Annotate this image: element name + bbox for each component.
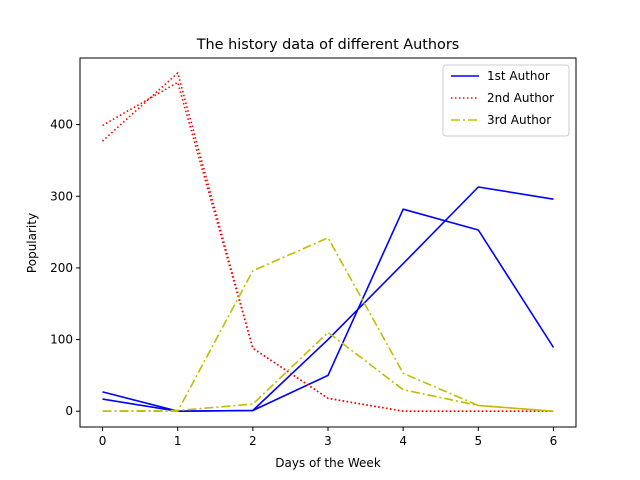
y-axis-label: Popularity bbox=[25, 213, 39, 273]
series-line bbox=[102, 331, 554, 412]
y-tick-label: 0 bbox=[65, 404, 73, 418]
y-axis-ticks: 0 100 200 300 400 bbox=[50, 118, 80, 418]
x-tick-label: 5 bbox=[474, 434, 482, 448]
plot-lines bbox=[101, 72, 555, 413]
plot-frame bbox=[79, 57, 577, 428]
x-axis-label: Days of the Week bbox=[275, 456, 381, 470]
chart-title: The history data of different Authors bbox=[196, 37, 459, 53]
y-tick-label: 100 bbox=[50, 333, 73, 347]
x-axis-ticks: 0 1 2 3 4 5 6 bbox=[99, 427, 558, 448]
x-tick-label: 3 bbox=[324, 434, 332, 448]
x-tick-label: 0 bbox=[99, 434, 107, 448]
legend-box bbox=[442, 64, 570, 137]
x-tick-label: 6 bbox=[550, 434, 558, 448]
y-tick-label: 200 bbox=[50, 261, 73, 275]
legend: 1st Author 2nd Author 3rd Author bbox=[442, 64, 570, 137]
y-tick-label: 300 bbox=[50, 189, 73, 203]
legend-label: 2nd Author bbox=[487, 91, 554, 105]
x-tick-label: 2 bbox=[249, 434, 257, 448]
legend-label: 3rd Author bbox=[487, 113, 551, 127]
legend-label: 1st Author bbox=[487, 69, 550, 83]
x-tick-label: 1 bbox=[174, 434, 182, 448]
y-tick-label: 400 bbox=[50, 118, 73, 132]
x-tick-label: 4 bbox=[399, 434, 407, 448]
series-line bbox=[102, 81, 554, 413]
